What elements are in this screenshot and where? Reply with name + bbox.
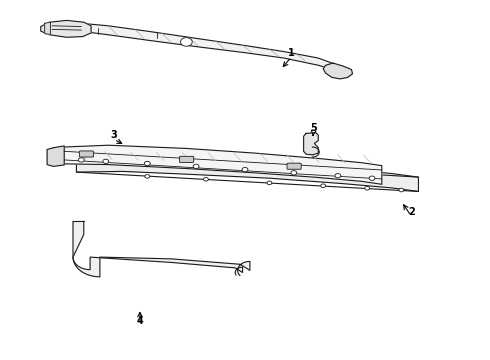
- Text: 2: 2: [408, 207, 415, 217]
- FancyBboxPatch shape: [287, 163, 301, 169]
- Text: 5: 5: [310, 123, 317, 133]
- Circle shape: [335, 174, 341, 178]
- FancyBboxPatch shape: [213, 164, 229, 171]
- Polygon shape: [304, 133, 318, 155]
- Circle shape: [193, 164, 199, 168]
- Circle shape: [103, 159, 109, 163]
- Circle shape: [78, 158, 84, 162]
- FancyBboxPatch shape: [179, 156, 194, 162]
- Circle shape: [203, 177, 208, 181]
- FancyBboxPatch shape: [335, 171, 351, 178]
- Circle shape: [180, 38, 192, 46]
- Polygon shape: [47, 146, 64, 166]
- Circle shape: [365, 186, 369, 190]
- Polygon shape: [76, 156, 418, 192]
- Polygon shape: [41, 21, 91, 37]
- Circle shape: [291, 171, 297, 175]
- Polygon shape: [73, 221, 250, 277]
- Circle shape: [369, 176, 375, 180]
- Polygon shape: [45, 22, 50, 35]
- Text: 1: 1: [288, 48, 295, 58]
- Circle shape: [242, 167, 248, 172]
- Polygon shape: [323, 63, 352, 79]
- Circle shape: [399, 188, 404, 192]
- Text: 3: 3: [111, 130, 118, 140]
- Polygon shape: [67, 24, 333, 69]
- Polygon shape: [64, 145, 382, 184]
- Text: 4: 4: [137, 316, 143, 325]
- Circle shape: [267, 181, 272, 185]
- Circle shape: [145, 161, 150, 166]
- Circle shape: [321, 184, 326, 188]
- Circle shape: [145, 175, 150, 178]
- FancyBboxPatch shape: [79, 151, 94, 157]
